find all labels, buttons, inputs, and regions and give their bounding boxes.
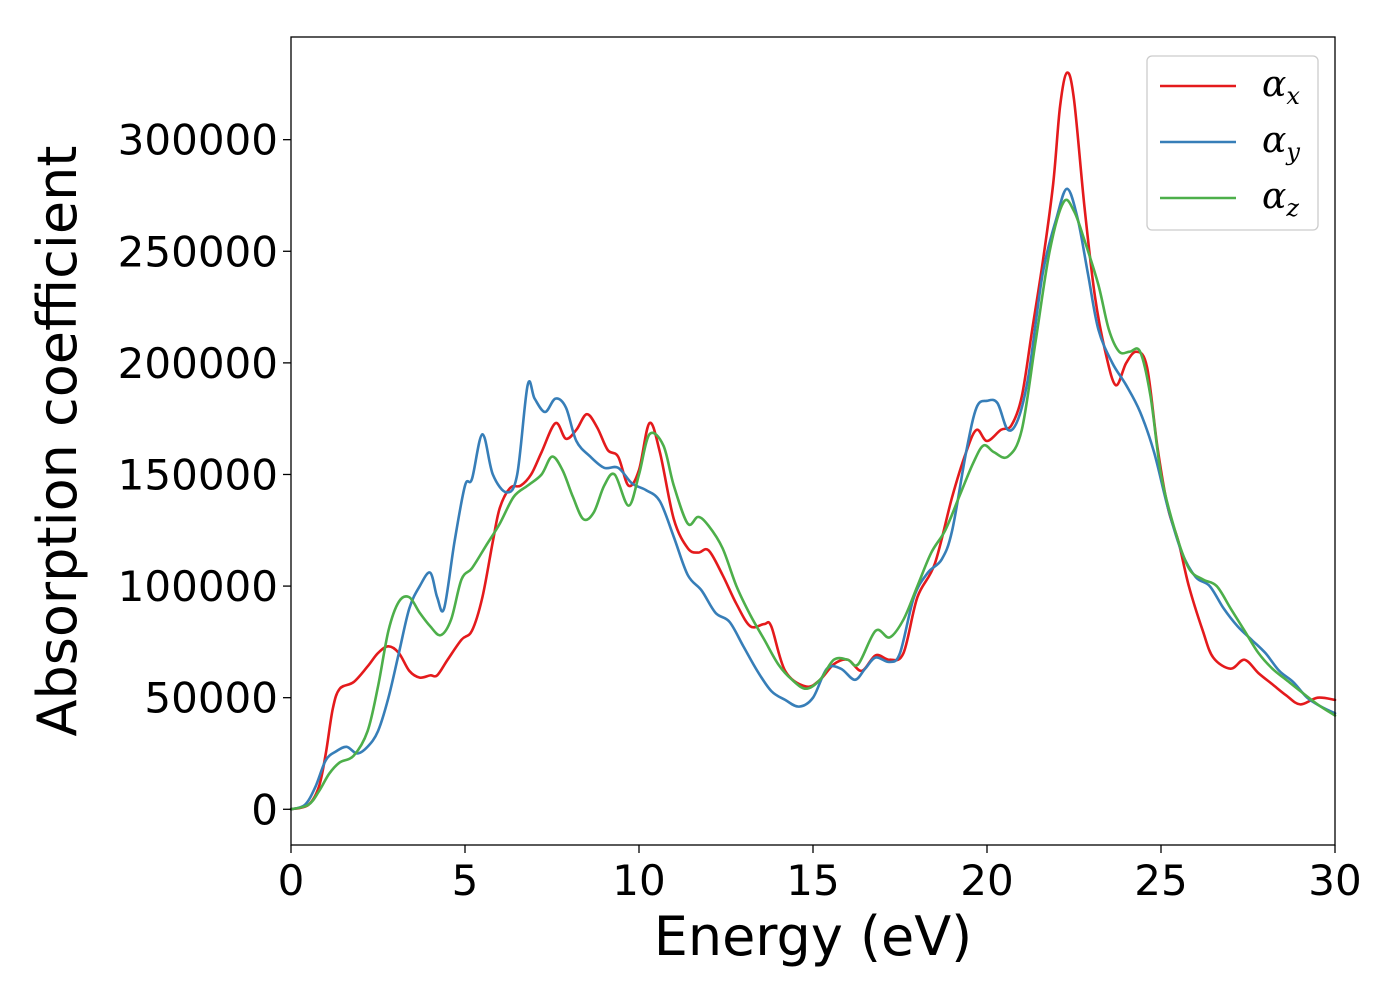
series-line-x (289, 71, 1337, 811)
series-line-y (289, 187, 1337, 811)
legend-label-z: αz (1262, 176, 1299, 222)
x-tick-label: 15 (786, 856, 839, 905)
y-tick-label: 0 (251, 785, 278, 834)
y-tick-label: 300000 (118, 116, 278, 165)
x-axis: 0 5 10 15 20 25 30 (278, 845, 1362, 905)
y-axis-title: Absorption coefficient (26, 146, 89, 737)
x-tick-label: 25 (1134, 856, 1187, 905)
y-tick-label: 250000 (118, 227, 278, 276)
x-tick-label: 10 (612, 856, 665, 905)
y-tick-label: 200000 (118, 339, 278, 388)
series-line-z (289, 198, 1337, 811)
y-tick-label: 150000 (118, 450, 278, 499)
x-axis-title: Energy (eV) (654, 905, 973, 968)
legend-label-y: αy (1262, 120, 1300, 166)
y-axis: 0 50000 100000 150000 200000 250000 300000 (118, 116, 291, 834)
y-tick-label: 50000 (144, 674, 278, 723)
legend-label-x: αx (1262, 64, 1300, 110)
x-tick-label: 20 (960, 856, 1013, 905)
x-tick-label: 5 (452, 856, 479, 905)
x-tick-label: 0 (278, 856, 305, 905)
legend: αx αy αz (1146, 55, 1319, 231)
x-tick-label: 30 (1308, 856, 1361, 905)
series-layer (289, 71, 1337, 811)
y-tick-label: 100000 (118, 562, 278, 611)
